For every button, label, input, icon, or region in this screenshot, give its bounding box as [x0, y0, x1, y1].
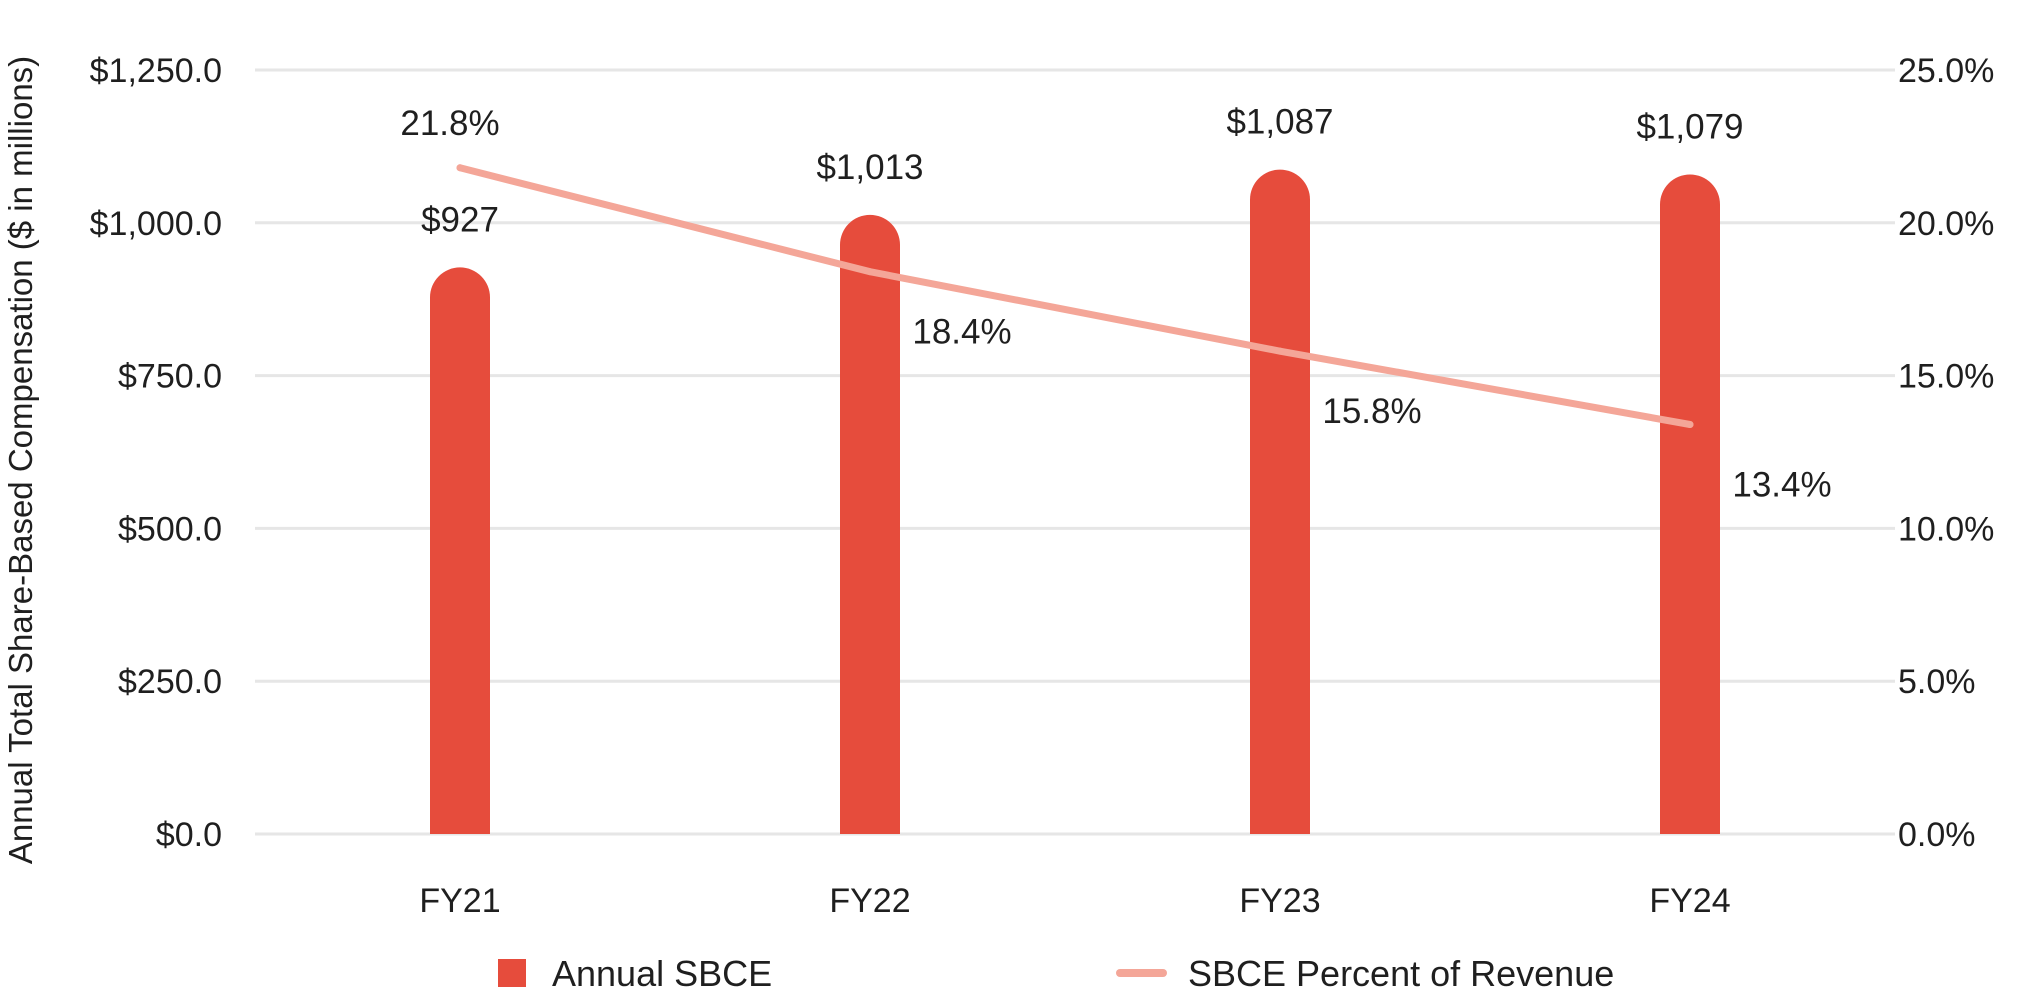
legend: Annual SBCE SBCE Percent of Revenue	[498, 953, 1614, 993]
x-tick-label: FY21	[419, 882, 500, 920]
y-tick-label: $500.0	[118, 510, 222, 548]
y2-tick-label: 15.0%	[1898, 358, 1994, 396]
line-series	[456, 164, 1694, 428]
right-axis: 0.0% 5.0% 10.0% 15.0% 20.0% 25.0%	[1898, 52, 1994, 854]
x-tick-label: FY23	[1239, 882, 1320, 920]
y2-tick-label: 20.0%	[1898, 205, 1994, 243]
bar-value-label: $1,079	[1636, 108, 1743, 147]
x-axis: FY21 FY22 FY23 FY24	[419, 882, 1730, 920]
bar-value-label: $927	[421, 200, 499, 239]
line-point	[1686, 420, 1694, 428]
x-tick-label: FY24	[1649, 882, 1730, 920]
bar-series	[430, 169, 1720, 834]
bar-value-label: $1,087	[1226, 103, 1333, 142]
y-tick-label: $1,000.0	[90, 205, 222, 243]
y-tick-label: $250.0	[118, 663, 222, 701]
bar-fy22	[840, 214, 900, 834]
line-value-label: 13.4%	[1732, 465, 1831, 504]
y2-tick-label: 5.0%	[1898, 663, 1976, 701]
y2-tick-label: 0.0%	[1898, 816, 1976, 854]
legend-label-annual-sbce: Annual SBCE	[552, 953, 772, 988]
x-tick-label: FY22	[829, 882, 910, 920]
line-value-label: 15.8%	[1322, 392, 1421, 431]
legend-swatch-annual-sbce	[498, 959, 526, 987]
y-tick-label: $750.0	[118, 358, 222, 396]
bar-fy23	[1250, 169, 1310, 834]
y-tick-label: $1,250.0	[90, 52, 222, 90]
data-labels: $927 $1,013 $1,087 $1,079 21.8% 18.4% 15.8% 13.…	[400, 103, 1831, 505]
bar-value-label: $1,013	[816, 148, 923, 187]
legend-label-percent-of-revenue: SBCE Percent of Revenue	[1188, 953, 1614, 988]
y2-tick-label: 10.0%	[1898, 510, 1994, 548]
left-axis: $0.0 $250.0 $500.0 $750.0 $1,000.0 $1,250.0	[90, 52, 222, 854]
line-point	[456, 164, 464, 172]
gridlines	[255, 68, 1895, 836]
line-value-label: 18.4%	[912, 313, 1011, 352]
y-axis-title: Annual Total Share-Based Compensation ($…	[2, 56, 39, 864]
y2-tick-label: 25.0%	[1898, 52, 1994, 90]
line-percent-of-revenue	[456, 164, 1694, 428]
line-value-label: 21.8%	[400, 104, 499, 143]
line-point	[866, 268, 874, 276]
bar-fy21	[430, 267, 490, 834]
bar-fy24	[1660, 174, 1720, 834]
y-tick-label: $0.0	[156, 816, 222, 854]
line-point	[1276, 347, 1284, 355]
